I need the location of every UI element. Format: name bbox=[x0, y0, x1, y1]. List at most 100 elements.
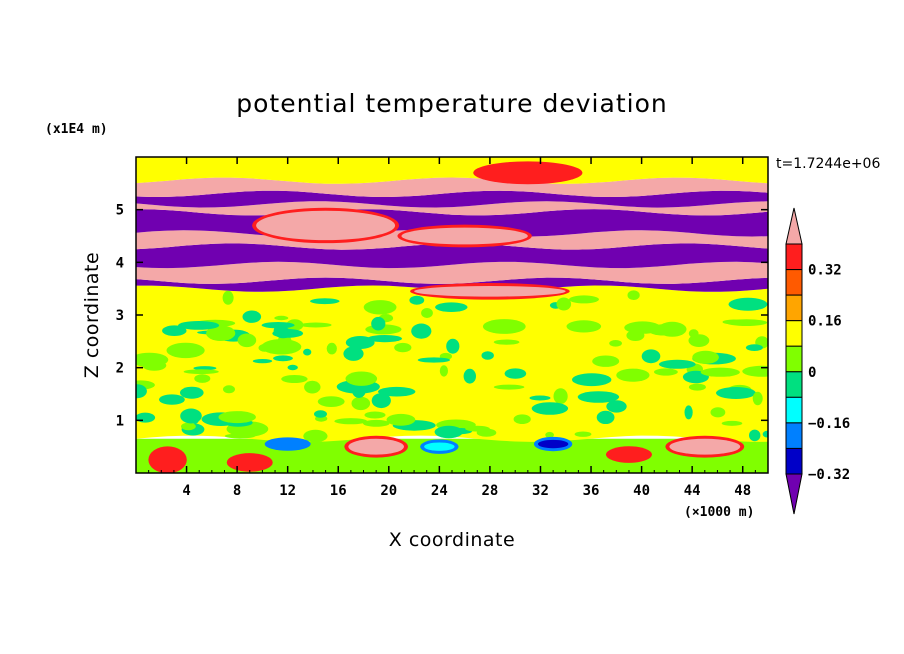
colorbar-swatch bbox=[785, 447, 803, 475]
contour-patch bbox=[627, 290, 640, 301]
colorbar-label: 0 bbox=[808, 365, 816, 381]
x-tick-label: 24 bbox=[431, 483, 448, 499]
contour-patch bbox=[371, 316, 386, 331]
contour-patch bbox=[183, 369, 219, 375]
contour-patch bbox=[142, 360, 167, 371]
colorbar-legend: 0.32 0.16 0 −0.16 −0.32 bbox=[785, 207, 850, 515]
colorbar-label: 0.16 bbox=[808, 314, 842, 330]
contour-patch bbox=[493, 339, 520, 345]
contour-patch bbox=[242, 310, 262, 323]
y-tick-label: 3 bbox=[116, 308, 124, 324]
contour-patch bbox=[162, 325, 187, 337]
contour-patch bbox=[178, 321, 220, 330]
contour-patch bbox=[481, 351, 494, 360]
contour-patch bbox=[326, 342, 337, 355]
contour-patch bbox=[749, 429, 761, 442]
x-tick-label: 40 bbox=[633, 483, 650, 499]
contour-patch bbox=[531, 402, 569, 415]
contour-patch bbox=[569, 295, 599, 304]
y-unit-label: (x1E4 m) bbox=[45, 122, 108, 137]
contour-patch bbox=[378, 386, 416, 397]
contour-patch bbox=[728, 297, 768, 311]
contour-patch bbox=[553, 388, 568, 405]
contour-feature bbox=[414, 286, 566, 297]
y-tick-label: 1 bbox=[116, 413, 124, 429]
contour-patch bbox=[371, 393, 391, 409]
colorbar-swatch bbox=[785, 320, 803, 347]
contour-band bbox=[136, 157, 768, 184]
y-tick-label: 5 bbox=[116, 203, 124, 219]
contour-patch bbox=[281, 375, 308, 383]
contour-patch bbox=[688, 383, 706, 391]
contour-patch bbox=[237, 333, 257, 348]
contour-patch bbox=[286, 319, 304, 331]
contour-patch bbox=[545, 431, 554, 439]
contour-patch bbox=[654, 368, 678, 376]
contour-patch bbox=[752, 391, 763, 406]
contour-patch bbox=[194, 374, 211, 383]
contour-patch bbox=[314, 410, 327, 418]
y-tick-label: 4 bbox=[116, 255, 124, 271]
contour-patch bbox=[343, 346, 364, 361]
contour-patch bbox=[287, 364, 298, 371]
contour-patch bbox=[224, 433, 256, 439]
contour-patch bbox=[641, 349, 661, 364]
contour-patch bbox=[482, 319, 526, 334]
colorbar-over-triangle bbox=[785, 207, 803, 245]
x-tick-label: 20 bbox=[380, 483, 397, 499]
contour-patch bbox=[258, 344, 271, 352]
contour-patch bbox=[386, 413, 416, 426]
contour-patch bbox=[159, 394, 185, 405]
x-unit-label: (×1000 m) bbox=[684, 505, 754, 520]
contour-feature bbox=[609, 449, 648, 460]
contour-feature bbox=[256, 210, 396, 241]
contour-feature bbox=[401, 227, 528, 245]
colorbar-swatch bbox=[785, 243, 803, 271]
contour-patch bbox=[411, 323, 432, 339]
y-axis: 1 2 3 4 5 bbox=[116, 203, 768, 429]
contour-patch bbox=[345, 336, 375, 349]
x-tick-label: 32 bbox=[532, 483, 549, 499]
contour-patch bbox=[193, 366, 217, 371]
colorbar-swatch bbox=[785, 422, 803, 449]
contour-patch bbox=[362, 419, 390, 427]
contour-patch bbox=[334, 418, 368, 425]
contour-patch bbox=[367, 335, 403, 343]
contour-patch bbox=[721, 420, 743, 426]
colorbar-label: −0.16 bbox=[808, 416, 850, 432]
colorbar-label: −0.32 bbox=[808, 467, 850, 483]
contour-patch bbox=[574, 431, 592, 437]
contour-feature bbox=[669, 438, 741, 455]
contour-patch bbox=[304, 380, 321, 394]
contour-patch bbox=[606, 400, 627, 413]
contour-patch bbox=[310, 298, 340, 305]
x-tick-label: 28 bbox=[481, 483, 498, 499]
contour-patch bbox=[592, 355, 620, 367]
contour-patch bbox=[439, 365, 448, 377]
contour-patch bbox=[300, 322, 332, 328]
contour-patch bbox=[658, 359, 696, 369]
contour-patch bbox=[218, 411, 256, 424]
x-axis-label: X coordinate bbox=[389, 529, 515, 551]
contour-band bbox=[136, 243, 768, 269]
contour-patch bbox=[351, 396, 371, 411]
contour-patch bbox=[742, 365, 768, 377]
contour-patch bbox=[435, 302, 468, 313]
contour-patch bbox=[529, 395, 551, 401]
contour-patch bbox=[596, 410, 615, 424]
contour-patch bbox=[222, 290, 234, 305]
contour-patch bbox=[180, 386, 204, 399]
contour-patch bbox=[609, 340, 622, 347]
contour-patch bbox=[577, 391, 620, 403]
y-axis-label: Z coordinate bbox=[81, 252, 103, 378]
contour-patch bbox=[493, 384, 525, 390]
contour-patch bbox=[252, 359, 273, 364]
contour-patch bbox=[504, 368, 527, 379]
x-axis: 4 8 12 16 20 24 28 32 36 40 44 48 bbox=[148, 157, 756, 499]
colorbar-under-triangle bbox=[785, 473, 803, 515]
contour-patch bbox=[364, 411, 386, 419]
contour-patch bbox=[710, 407, 726, 418]
x-tick-label: 48 bbox=[734, 483, 751, 499]
contour-patch bbox=[261, 322, 295, 329]
